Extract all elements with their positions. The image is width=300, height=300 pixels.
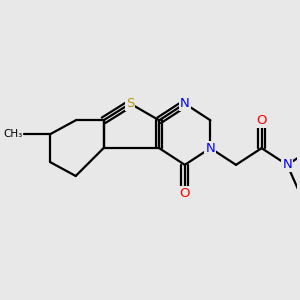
- Text: CH₃: CH₃: [3, 129, 22, 139]
- Text: O: O: [179, 187, 190, 200]
- Text: N: N: [206, 142, 215, 154]
- Text: S: S: [126, 97, 134, 110]
- Text: N: N: [180, 97, 190, 110]
- Text: O: O: [256, 114, 267, 127]
- Text: N: N: [282, 158, 292, 171]
